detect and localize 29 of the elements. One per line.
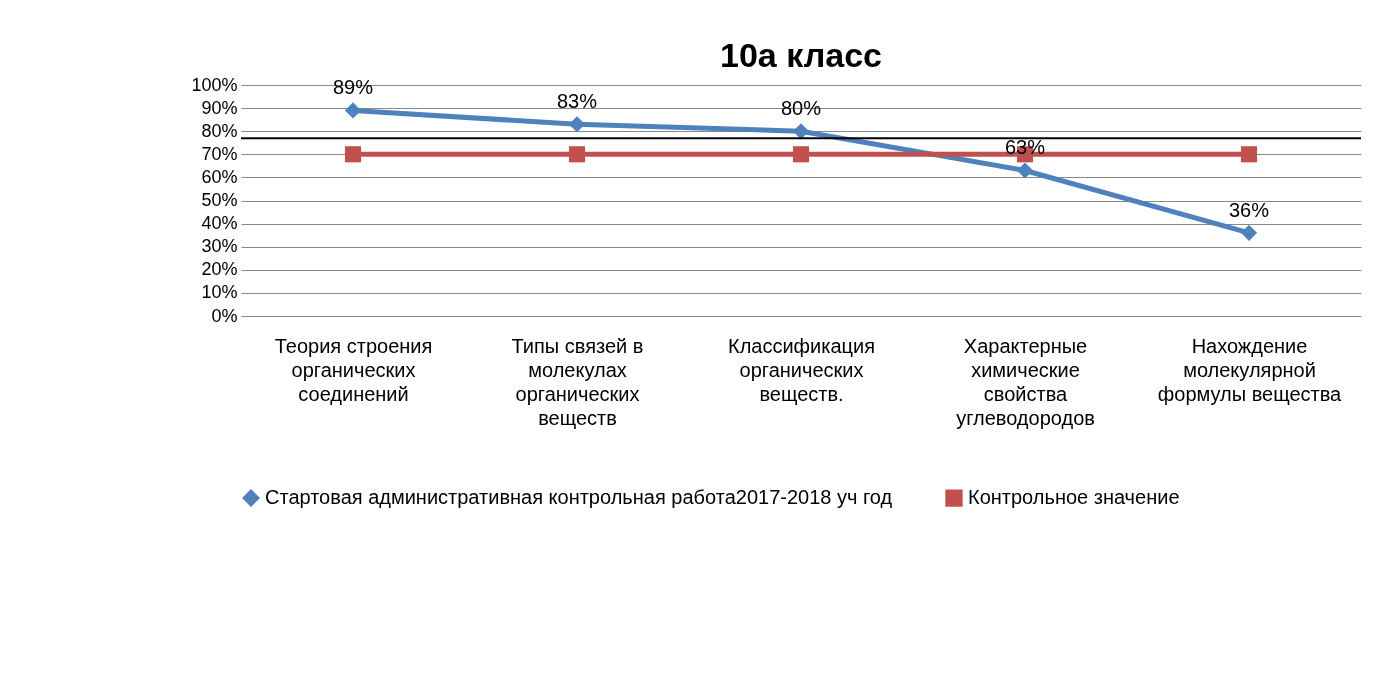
data-label: 89%	[332, 76, 374, 99]
y-tick-label: 40%	[201, 213, 238, 234]
y-tick-label: 80%	[201, 120, 238, 141]
y-tick-label: 100%	[191, 74, 238, 95]
x-tick-label: Типы связей в молекулах органических веществ	[511, 334, 644, 429]
x-tick-label: Классификация органических веществ.	[727, 334, 876, 405]
y-tick-label: 50%	[201, 190, 238, 210]
x-tick-label: Нахождение молекулярной формулы вещества	[1157, 334, 1343, 405]
x-tick-label: Теория строения органических соединений	[274, 334, 433, 405]
y-tick-label: 10%	[201, 282, 238, 303]
point	[1240, 224, 1258, 241]
x-tick-label: Характерные химические свойства углеводородов	[956, 334, 1095, 429]
data-label: 83%	[556, 90, 598, 113]
y-tick-label: 20%	[201, 259, 238, 280]
y-tick-label: 90%	[201, 97, 238, 118]
chart-title: 10а класс	[720, 36, 882, 74]
y-tick-label: 60%	[201, 166, 238, 187]
data-label: 36%	[1228, 198, 1270, 221]
y-tick-label: 0%	[211, 305, 238, 326]
point	[792, 146, 810, 163]
y-tick-label: 30%	[201, 236, 238, 257]
legend-label: Стартовая административная контрольная работа2017-2018 уч год	[265, 486, 893, 509]
y-tick-label: 70%	[201, 143, 238, 164]
data-label: 80%	[780, 97, 822, 120]
point	[1016, 162, 1034, 179]
point	[568, 146, 586, 163]
point	[344, 146, 362, 163]
point	[1240, 146, 1258, 163]
legend-label: Контрольное значение	[968, 486, 1180, 509]
